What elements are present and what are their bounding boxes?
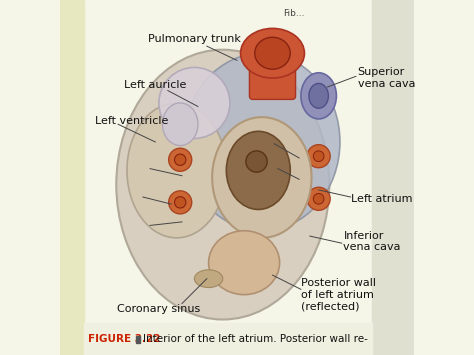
Text: Left atrium: Left atrium (351, 194, 412, 204)
Ellipse shape (313, 193, 324, 204)
Ellipse shape (159, 67, 230, 138)
Bar (60, 0, 84, 355)
Ellipse shape (116, 50, 329, 320)
Text: Fib...: Fib... (283, 9, 305, 18)
Ellipse shape (169, 191, 192, 214)
Ellipse shape (212, 117, 311, 238)
Ellipse shape (127, 103, 227, 238)
Text: FIGURE 3.22: FIGURE 3.22 (88, 334, 160, 344)
Ellipse shape (307, 145, 330, 168)
Bar (84, 323, 372, 355)
Ellipse shape (255, 37, 290, 69)
FancyBboxPatch shape (249, 43, 296, 99)
Ellipse shape (240, 28, 304, 78)
Ellipse shape (209, 231, 280, 295)
Ellipse shape (174, 197, 186, 208)
Bar (372, 0, 414, 355)
Text: Pulmonary trunk: Pulmonary trunk (148, 34, 241, 44)
Ellipse shape (246, 151, 267, 172)
Bar (136, 336, 140, 343)
Ellipse shape (169, 148, 192, 171)
Text: Interior of the left atrium. Posterior wall re-: Interior of the left atrium. Posterior w… (143, 334, 368, 344)
Ellipse shape (307, 187, 330, 210)
Ellipse shape (174, 154, 186, 165)
Text: Coronary sinus: Coronary sinus (117, 304, 201, 314)
Text: Left ventricle: Left ventricle (95, 116, 168, 126)
Ellipse shape (194, 270, 223, 288)
Ellipse shape (163, 103, 198, 146)
Text: Inferior
vena cava: Inferior vena cava (344, 231, 401, 252)
Ellipse shape (309, 83, 328, 108)
Ellipse shape (313, 151, 324, 162)
Ellipse shape (301, 73, 337, 119)
Text: Posterior wall
of left atrium
(reflected): Posterior wall of left atrium (reflected… (301, 278, 376, 311)
Ellipse shape (184, 53, 340, 231)
Ellipse shape (227, 131, 290, 209)
Text: Left auricle: Left auricle (124, 80, 187, 90)
Text: Superior
vena cava: Superior vena cava (358, 67, 415, 89)
